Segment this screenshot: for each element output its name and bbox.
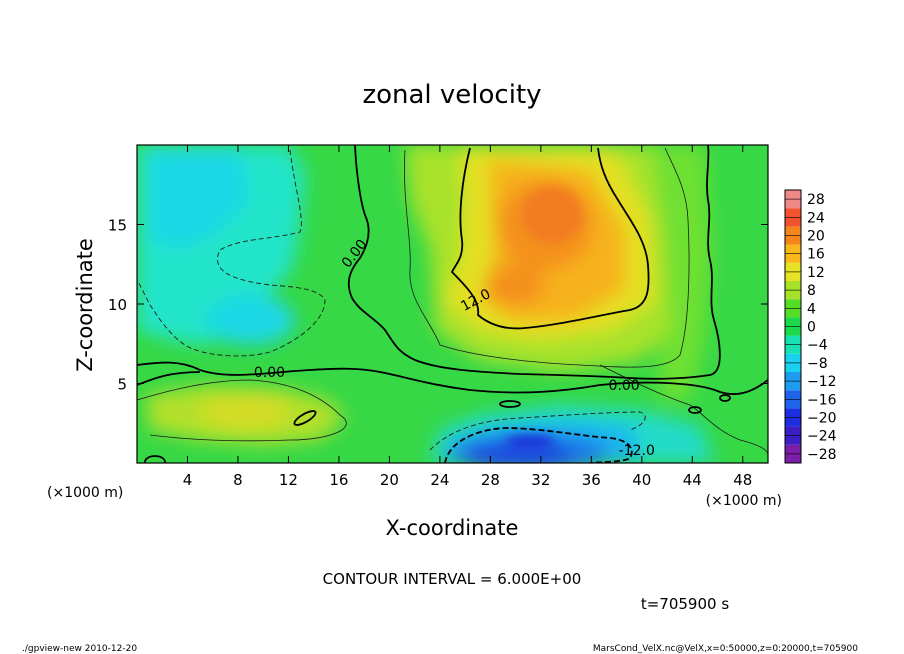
zero-contour-upper — [347, 145, 721, 380]
colorbar-label: −4 — [807, 338, 828, 354]
colorbar-label: 20 — [807, 229, 825, 245]
shaded-field — [137, 145, 768, 463]
footer-left: ./gpview-new 2010-12-20 — [22, 644, 137, 654]
colorbar-label: −12 — [807, 374, 837, 390]
footer-right: MarsCond_VelX.nc@VelX,x=0:50000,z=0:2000… — [593, 644, 858, 654]
x-tick-label: 24 — [430, 471, 449, 489]
colorbar-label: −28 — [807, 447, 837, 463]
x-axis-ticks: 4 8 12 16 20 24 28 32 36 40 44 48 — [183, 145, 752, 489]
x-tick-label: 8 — [233, 471, 243, 489]
colorbar-label: 16 — [807, 247, 825, 263]
colorbar-label: 24 — [807, 210, 825, 226]
y-axis-ticks: 5 10 15 — [108, 217, 768, 394]
contour-label: 0.00 — [254, 365, 285, 381]
dashed-contours — [137, 149, 646, 451]
colorbar-label: 4 — [807, 301, 816, 317]
y-tick-label: 15 — [108, 217, 127, 235]
colorbar-label: −16 — [807, 392, 837, 408]
x-tick-label: 16 — [329, 471, 348, 489]
contour-interval-text: CONTOUR INTERVAL = 6.000E+00 — [323, 570, 582, 588]
x-tick-label: 28 — [481, 471, 500, 489]
x-axis-label: X-coordinate — [386, 516, 519, 540]
y-axis-label: Z-coordinate — [73, 238, 97, 372]
colorbar: −28 −24 −20 −16 −12 −8 −4 0 4 8 12 16 20 24 28 — [784, 189, 837, 464]
colorbar-label: −20 — [807, 411, 837, 427]
x-tick-label: 20 — [380, 471, 399, 489]
colorbar-label: 12 — [807, 265, 825, 281]
x-unit-label: (×1000 m) — [706, 493, 782, 509]
contour-label: 0.00 — [609, 378, 640, 394]
colorbar-label: −8 — [807, 356, 828, 372]
x-tick-label: 12 — [279, 471, 298, 489]
x-tick-label: 4 — [183, 471, 193, 489]
y-unit-label: (×1000 m) — [47, 485, 123, 501]
x-tick-label: 36 — [582, 471, 601, 489]
x-tick-label: 44 — [683, 471, 702, 489]
contour-12 — [450, 147, 650, 330]
y-tick-label: 10 — [108, 296, 127, 314]
thin-contours — [137, 147, 768, 456]
time-text: t=705900 s — [641, 595, 729, 613]
y-tick-label: 5 — [117, 376, 127, 394]
zero-contour-lower — [137, 361, 768, 463]
x-tick-label: 48 — [733, 471, 752, 489]
contour-label: -12.0 — [619, 443, 655, 459]
x-tick-label: 40 — [632, 471, 651, 489]
colorbar-label: −24 — [807, 429, 837, 445]
x-tick-label: 32 — [531, 471, 550, 489]
colorbar-label: 0 — [807, 320, 816, 336]
colorbar-label: 28 — [807, 192, 825, 208]
colorbar-label: 8 — [807, 283, 816, 299]
chart-title: zonal velocity — [362, 80, 541, 110]
dashed-contour-neg12 — [444, 427, 633, 463]
